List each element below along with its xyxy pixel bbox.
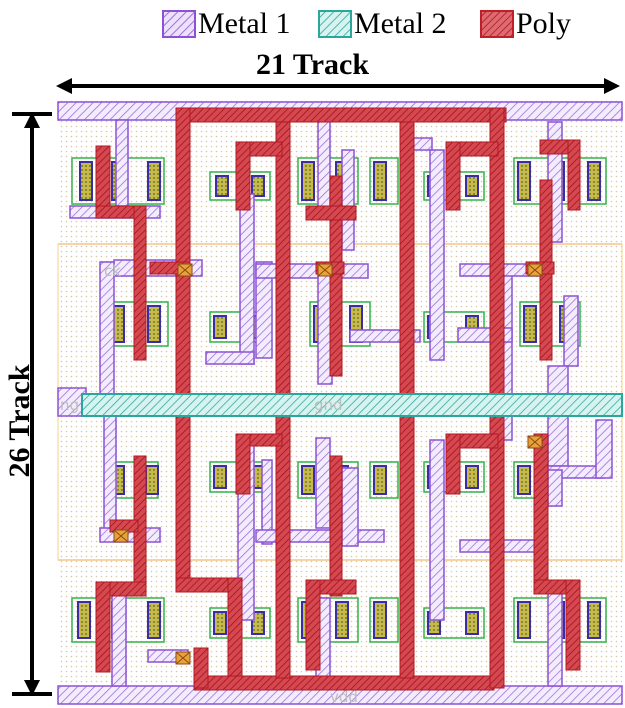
contact (465, 611, 479, 635)
contact (587, 161, 601, 201)
gnd-rail-metal2 (81, 393, 623, 417)
pin-label-vdd-bottom: vdd (330, 688, 358, 706)
contact (301, 465, 315, 495)
contact (147, 161, 161, 201)
contact (373, 601, 387, 639)
contact (517, 601, 531, 639)
via-layer (113, 263, 543, 665)
legend-label-metal2: Metal 2 (354, 7, 447, 40)
legend-item-poly: Poly (480, 7, 572, 40)
contact (213, 315, 227, 339)
contact (373, 465, 387, 495)
contact (77, 601, 91, 639)
contact (147, 601, 161, 639)
diffusion-region (369, 461, 399, 499)
width-dimension-label: 21 Track (255, 48, 370, 81)
legend-item-metal1: Metal 1 (162, 7, 291, 40)
metal2-swatch-icon (318, 10, 352, 38)
via-icon (113, 529, 129, 543)
contact (251, 611, 265, 635)
diffusion-region (423, 607, 485, 639)
pin-label-ck: ck (104, 262, 121, 280)
legend-item-metal2: Metal 2 (318, 7, 447, 40)
via-icon (527, 263, 543, 277)
diffusion-region (423, 311, 485, 343)
contact (213, 465, 227, 489)
contact (215, 175, 229, 197)
contact (373, 161, 387, 201)
pin-label-ng: ng (60, 396, 79, 414)
legend-label-poly: Poly (516, 7, 572, 40)
diffusion-region (369, 597, 399, 643)
contact (517, 161, 531, 201)
legend: Metal 1 Metal 2 Poly (160, 2, 600, 42)
contact (251, 175, 265, 197)
via-icon (317, 263, 333, 277)
contact (301, 161, 315, 201)
contact (145, 465, 159, 495)
width-arrow (56, 78, 620, 94)
contact (517, 465, 531, 495)
legend-label-metal1: Metal 1 (198, 7, 291, 40)
contact (465, 175, 479, 197)
pin-label-gnd: gnd (314, 396, 343, 414)
contact (335, 601, 349, 639)
contact (523, 305, 537, 343)
contact (213, 611, 227, 635)
contact (147, 305, 161, 343)
via-icon (175, 651, 191, 665)
contact (465, 465, 479, 489)
poly-swatch-icon (480, 10, 514, 38)
metal1-swatch-icon (162, 10, 196, 38)
contact (587, 601, 601, 639)
height-arrow (12, 112, 52, 696)
diffusion-region (369, 157, 399, 205)
via-icon (177, 263, 193, 277)
contact (79, 161, 93, 201)
via-icon (527, 435, 543, 449)
